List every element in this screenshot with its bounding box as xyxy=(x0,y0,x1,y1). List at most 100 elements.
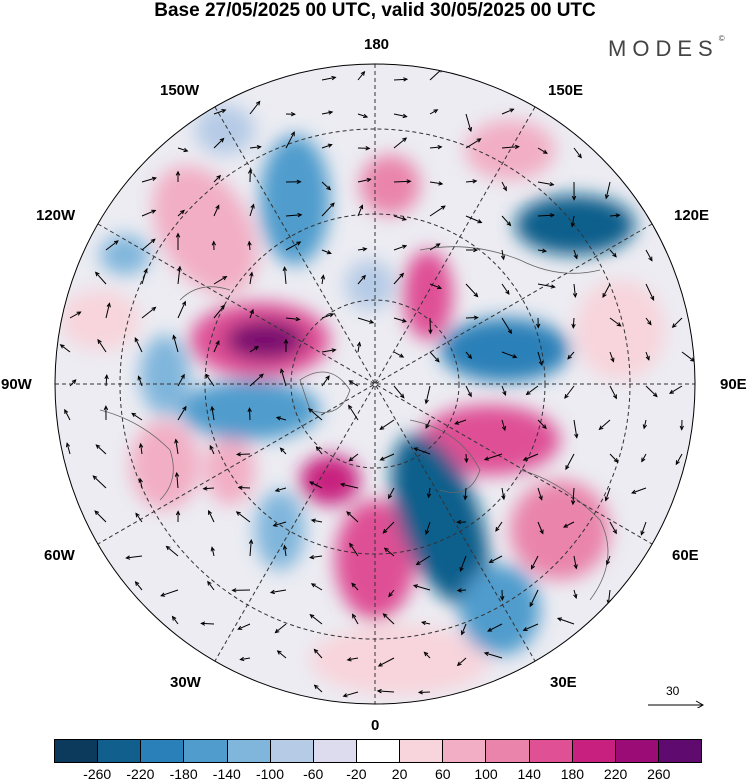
wind-vector-head xyxy=(488,558,494,563)
wind-vector xyxy=(141,269,147,285)
wind-vector-head xyxy=(612,252,617,258)
wind-vector-head xyxy=(472,179,478,184)
wind-vector-head xyxy=(326,250,332,255)
wind-vector-head xyxy=(351,582,356,588)
wind-vector-head xyxy=(428,329,433,335)
wind-vector xyxy=(605,181,611,199)
wind-vector xyxy=(321,275,324,285)
wind-vector-head xyxy=(346,511,351,516)
wind-vector xyxy=(161,589,179,597)
wind-vector-head xyxy=(401,216,408,221)
wind-vector xyxy=(602,283,611,298)
colorbar-swatch xyxy=(572,740,616,762)
wind-vector-head xyxy=(326,185,332,191)
wind-vector xyxy=(523,623,539,631)
wind-vector xyxy=(645,351,650,360)
wind-vector-head xyxy=(235,452,241,457)
wind-vector-head xyxy=(97,338,102,344)
colorbar-swatch xyxy=(270,740,314,762)
reference-arrow-icon xyxy=(648,700,705,708)
wind-vector xyxy=(69,311,81,319)
wind-vector-head xyxy=(671,323,677,329)
colorbar-swatch xyxy=(227,740,271,762)
wind-vector xyxy=(393,137,407,149)
wind-vector xyxy=(425,419,431,429)
wind-vector xyxy=(166,546,179,557)
wind-vector xyxy=(384,547,395,557)
wind-vector-head xyxy=(473,292,479,298)
wind-vector xyxy=(419,691,431,693)
wind-vector xyxy=(237,453,251,455)
wind-vector xyxy=(487,623,503,632)
wind-vector xyxy=(105,375,108,387)
wind-vector xyxy=(105,303,110,319)
wind-vector xyxy=(675,453,683,465)
wind-vector-head xyxy=(500,255,506,261)
wind-vector-head xyxy=(131,412,137,418)
wind-vector xyxy=(382,521,395,534)
wind-vector-head xyxy=(571,195,577,201)
wind-vector-head xyxy=(309,613,315,619)
wind-vector-head xyxy=(502,186,507,192)
colorbar-swatch xyxy=(98,740,142,762)
wind-vector xyxy=(380,453,395,461)
wind-vector-head xyxy=(274,487,280,492)
wind-vector xyxy=(573,555,577,569)
wind-vector xyxy=(177,301,186,319)
wind-vector-head xyxy=(113,240,119,245)
wind-vector xyxy=(249,373,264,387)
wind-vector-head xyxy=(388,592,393,598)
wind-vector xyxy=(177,147,188,152)
wind-vector xyxy=(134,337,143,353)
wind-vector xyxy=(573,589,577,599)
wind-vector-head xyxy=(438,181,444,186)
wind-vector xyxy=(378,657,395,667)
wind-vector xyxy=(357,248,367,251)
wind-vector xyxy=(643,419,647,429)
wind-vector xyxy=(201,622,215,625)
wind-vector-head xyxy=(237,625,243,630)
colorbar-swatch xyxy=(486,740,530,762)
wind-vector-head xyxy=(476,138,482,143)
wind-vector-head xyxy=(507,329,513,335)
wind-vector-head xyxy=(574,433,579,439)
wind-vector xyxy=(321,249,331,254)
wind-vector-head xyxy=(406,179,412,184)
wind-vector-head xyxy=(92,475,98,480)
wind-vector-head xyxy=(500,595,505,601)
wind-vector-head xyxy=(459,566,464,572)
wind-vector-head xyxy=(525,390,531,396)
wind-vector xyxy=(351,583,359,591)
wind-vector xyxy=(501,283,510,295)
wind-vector-head xyxy=(331,348,337,353)
wind-vector-head xyxy=(235,511,241,516)
wind-vector xyxy=(599,419,611,430)
wind-vector-head xyxy=(424,399,429,405)
wind-vector xyxy=(240,657,251,661)
wind-vector xyxy=(314,684,323,693)
wind-vector xyxy=(352,614,359,625)
wind-vector-head xyxy=(361,274,366,280)
wind-vector-head xyxy=(64,408,69,414)
wind-vector xyxy=(609,214,620,217)
wind-vector xyxy=(249,146,261,149)
wind-vector xyxy=(461,623,467,635)
wind-vector-head xyxy=(376,688,382,694)
wind-vector-head xyxy=(549,181,555,187)
wind-vector xyxy=(393,273,404,285)
wind-vector-head xyxy=(399,353,405,358)
wind-vector-head xyxy=(249,271,254,277)
wind-vector xyxy=(357,71,365,81)
wind-vector xyxy=(207,581,215,591)
colorbar-tick-label: -60 xyxy=(303,766,324,782)
wind-vector xyxy=(501,487,505,500)
wind-vector-head xyxy=(208,509,213,515)
wind-vector-head xyxy=(247,407,252,413)
wind-vector xyxy=(321,313,334,319)
wind-vector-head xyxy=(210,405,215,411)
wind-vector-head xyxy=(151,209,157,214)
wind-vector xyxy=(645,249,653,261)
wind-vector-head xyxy=(71,379,77,384)
wind-vector-head xyxy=(564,393,569,399)
wind-vector xyxy=(284,267,287,285)
